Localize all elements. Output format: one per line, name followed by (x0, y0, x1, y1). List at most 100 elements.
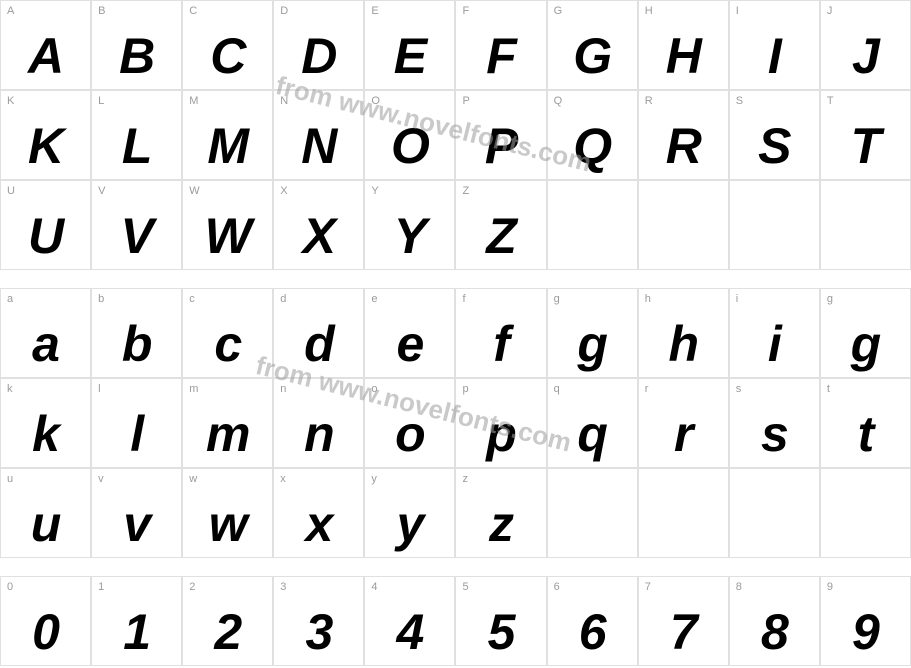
cell-label: 7 (645, 581, 651, 593)
cell-label: u (7, 473, 13, 485)
glyph: u (1, 499, 90, 549)
glyph: n (274, 409, 363, 459)
cell-label: 2 (189, 581, 195, 593)
spacer-cell (182, 270, 273, 288)
glyph: i (730, 319, 819, 369)
glyph-cell: gg (820, 288, 911, 378)
cell-label: x (280, 473, 286, 485)
cell-label: R (645, 95, 653, 107)
glyph: p (456, 409, 545, 459)
glyph: w (183, 499, 272, 549)
glyph-cell: ff (455, 288, 546, 378)
glyph-cell: cc (182, 288, 273, 378)
glyph: z (456, 499, 545, 549)
glyph: E (365, 31, 454, 81)
cell-label: 9 (827, 581, 833, 593)
cell-label: C (189, 5, 197, 17)
glyph: T (821, 121, 910, 171)
spacer-cell (820, 558, 911, 576)
glyph: 7 (639, 607, 728, 657)
cell-label: r (645, 383, 649, 395)
cell-label: y (371, 473, 377, 485)
glyph: P (456, 121, 545, 171)
glyph-cell: xx (273, 468, 364, 558)
glyph-cell: RR (638, 90, 729, 180)
glyph: h (639, 319, 728, 369)
cell-label: 5 (462, 581, 468, 593)
glyph-cell: zz (455, 468, 546, 558)
cell-label: n (280, 383, 286, 395)
glyph-cell: 55 (455, 576, 546, 666)
glyph: 2 (183, 607, 272, 657)
glyph-cell: vv (91, 468, 182, 558)
spacer-cell (547, 558, 638, 576)
empty-cell (638, 468, 729, 558)
spacer-cell (729, 270, 820, 288)
cell-label: i (736, 293, 738, 305)
glyph: S (730, 121, 819, 171)
glyph-cell: UU (0, 180, 91, 270)
glyph: O (365, 121, 454, 171)
glyph: c (183, 319, 272, 369)
glyph-cell: ee (364, 288, 455, 378)
glyph-cell: 66 (547, 576, 638, 666)
spacer-cell (0, 558, 91, 576)
spacer-cell (638, 270, 729, 288)
empty-cell (547, 180, 638, 270)
glyph: 1 (92, 607, 181, 657)
glyph-cell: LL (91, 90, 182, 180)
glyph-cell: uu (0, 468, 91, 558)
cell-label: S (736, 95, 743, 107)
glyph-cell: JJ (820, 0, 911, 90)
glyph-cell: ss (729, 378, 820, 468)
glyph-cell: YY (364, 180, 455, 270)
glyph: A (1, 31, 90, 81)
empty-cell (638, 180, 729, 270)
glyph: D (274, 31, 363, 81)
glyph-cell: ww (182, 468, 273, 558)
glyph: t (821, 409, 910, 459)
glyph-cell: OO (364, 90, 455, 180)
cell-label: m (189, 383, 198, 395)
glyph: Q (548, 121, 637, 171)
cell-label: v (98, 473, 104, 485)
cell-label: o (371, 383, 377, 395)
cell-label: 0 (7, 581, 13, 593)
glyph: Y (365, 211, 454, 261)
cell-label: l (98, 383, 100, 395)
cell-label: D (280, 5, 288, 17)
glyph: L (92, 121, 181, 171)
cell-label: p (462, 383, 468, 395)
empty-cell (729, 468, 820, 558)
glyph-cell: 77 (638, 576, 729, 666)
glyph-cell: KK (0, 90, 91, 180)
spacer-cell (820, 270, 911, 288)
glyph-cell: 00 (0, 576, 91, 666)
cell-label: K (7, 95, 14, 107)
glyph: B (92, 31, 181, 81)
cell-label: 1 (98, 581, 104, 593)
glyph-cell: qq (547, 378, 638, 468)
glyph: 5 (456, 607, 545, 657)
cell-label: 4 (371, 581, 377, 593)
glyph-cell: pp (455, 378, 546, 468)
cell-label: J (827, 5, 833, 17)
glyph: v (92, 499, 181, 549)
empty-cell (820, 180, 911, 270)
glyph-cell: AA (0, 0, 91, 90)
glyph-cell: 11 (91, 576, 182, 666)
glyph: 0 (1, 607, 90, 657)
cell-label: M (189, 95, 198, 107)
glyph: X (274, 211, 363, 261)
glyph: q (548, 409, 637, 459)
glyph-cell: dd (273, 288, 364, 378)
cell-label: O (371, 95, 380, 107)
cell-label: q (554, 383, 560, 395)
glyph: 8 (730, 607, 819, 657)
cell-label: e (371, 293, 377, 305)
glyph-cell: FF (455, 0, 546, 90)
cell-label: A (7, 5, 14, 17)
cell-label: P (462, 95, 469, 107)
glyph: r (639, 409, 728, 459)
cell-label: G (554, 5, 563, 17)
